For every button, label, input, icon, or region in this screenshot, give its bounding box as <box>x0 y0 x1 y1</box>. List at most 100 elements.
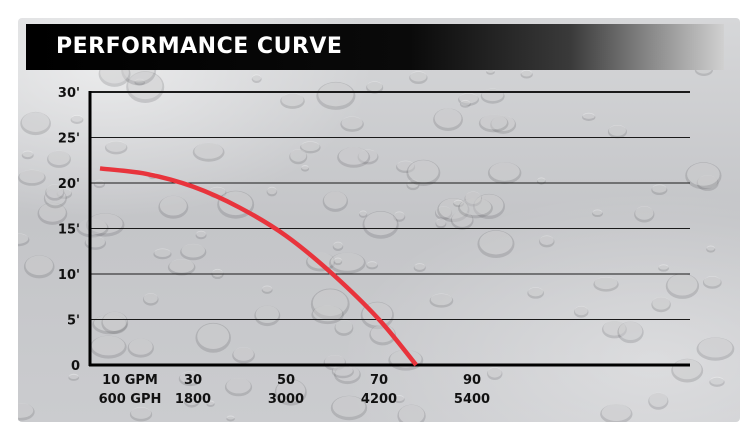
droplet-shadow <box>23 255 55 279</box>
droplet <box>635 206 654 220</box>
curve-data-point <box>193 186 194 187</box>
droplet-shadow <box>18 403 35 421</box>
droplet <box>687 162 720 186</box>
droplet-shadow <box>167 259 196 276</box>
droplet-shadow <box>437 198 470 223</box>
droplet-shadow <box>685 162 722 190</box>
droplet <box>334 257 342 264</box>
droplet <box>453 199 464 206</box>
droplet-shadow <box>658 265 669 272</box>
droplet-shadow <box>593 277 619 292</box>
droplet-shadow <box>70 115 84 124</box>
droplet-shadow <box>274 379 307 406</box>
x-tick-label-gpm: 90 <box>463 373 481 388</box>
droplet <box>19 169 45 184</box>
droplet-shadow <box>458 93 479 106</box>
droplet <box>398 404 425 422</box>
droplet-shadow <box>178 371 202 387</box>
droplet <box>491 115 515 131</box>
droplet-shadow <box>56 189 72 199</box>
droplet <box>18 233 29 244</box>
droplet-shadow <box>323 355 347 371</box>
droplet <box>393 211 405 220</box>
droplet-shadow <box>101 311 129 335</box>
droplet <box>608 124 626 136</box>
droplet-shadow <box>362 211 399 239</box>
droplet-shadow <box>18 233 30 247</box>
droplet <box>436 218 446 227</box>
droplet-shadow <box>20 111 51 136</box>
droplet <box>618 321 643 341</box>
droplet-shadow <box>696 175 719 191</box>
droplet <box>179 371 201 384</box>
droplet <box>323 191 347 209</box>
droplet-shadow <box>18 170 46 186</box>
droplet-shadow <box>340 116 364 132</box>
droplet-shadow <box>158 195 189 219</box>
droplet <box>78 218 108 235</box>
title-bar: PERFORMANCE CURVE <box>26 24 724 70</box>
droplet <box>703 276 721 287</box>
x-tick-label-gpm: 10 GPM <box>102 373 158 388</box>
droplet <box>38 202 66 222</box>
droplet <box>18 403 34 418</box>
droplet-shadow <box>527 287 544 299</box>
droplet-shadow <box>153 249 172 260</box>
droplet-shadow <box>357 149 379 165</box>
droplet-shadow <box>332 242 344 252</box>
curve-data-point <box>100 168 101 169</box>
droplet-shadow <box>328 252 366 274</box>
droplet <box>301 165 309 170</box>
droplet <box>91 335 125 356</box>
droplet-shadow <box>330 395 368 421</box>
x-tick-label-gpm: 70 <box>370 373 388 388</box>
droplet-shadow <box>310 288 350 320</box>
droplet-shadow <box>289 149 308 165</box>
droplet-shadow <box>490 115 517 134</box>
droplet-shadow <box>459 100 471 108</box>
droplet <box>603 320 626 336</box>
droplet <box>226 377 251 394</box>
x-tick-label-gph: 5400 <box>454 392 490 407</box>
droplet <box>181 243 206 258</box>
droplet <box>197 323 230 349</box>
droplet <box>330 252 364 271</box>
droplet-shadow <box>665 273 700 299</box>
droplet <box>169 259 195 273</box>
droplet <box>539 235 554 246</box>
droplet <box>537 177 546 183</box>
y-tick-label: 15' <box>58 223 80 238</box>
y-tick-label: 0 <box>71 359 80 374</box>
droplet-shadow <box>651 185 668 196</box>
droplet-shadow <box>602 320 627 339</box>
droplet <box>22 150 34 158</box>
droplet <box>459 198 492 216</box>
droplet <box>410 71 427 82</box>
droplet <box>143 293 158 304</box>
water-droplet-background <box>18 18 740 422</box>
droplet <box>434 108 462 128</box>
droplet-shadow <box>397 404 426 422</box>
y-axis-ticks: 30' 25' 20' 15' 10' 5' 0 <box>58 86 80 374</box>
droplet <box>394 395 405 402</box>
droplet <box>335 319 353 334</box>
droplet-shadow <box>573 306 589 318</box>
droplet-shadow <box>232 347 255 364</box>
droplet-shadow <box>592 210 603 218</box>
droplet-shadow <box>195 322 231 353</box>
droplet-shadow <box>702 276 722 289</box>
droplet-shadow <box>104 141 128 155</box>
axes <box>88 91 690 367</box>
droplet <box>710 376 724 385</box>
x-tick-label-gph: 600 GPH <box>99 392 162 407</box>
x-axis-ticks: 10 GPM 600 GPH 30 1800 50 3000 70 4200 90 5400 <box>99 373 490 407</box>
droplet <box>397 160 415 171</box>
droplet-shadow <box>251 75 262 83</box>
droplet-shadow <box>696 337 735 361</box>
droplet <box>267 186 277 195</box>
droplet <box>276 379 306 403</box>
droplet-shadow <box>396 161 416 174</box>
droplet <box>94 314 126 332</box>
